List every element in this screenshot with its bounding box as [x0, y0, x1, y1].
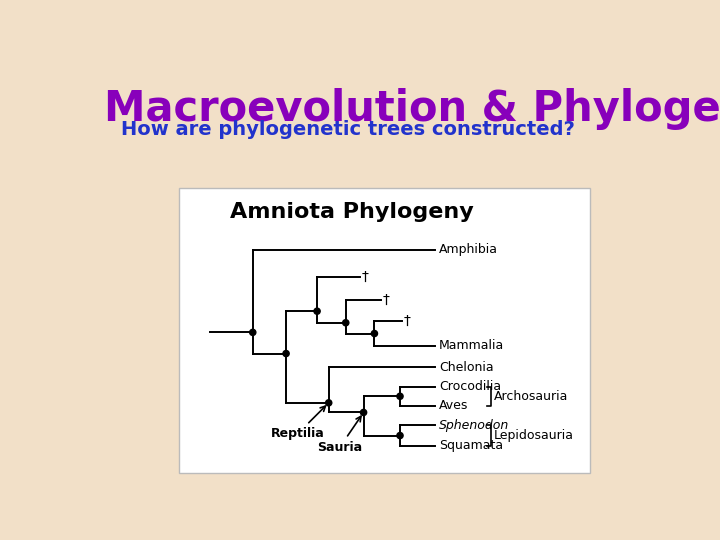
Text: †: †: [362, 269, 369, 284]
Text: Squamata: Squamata: [438, 440, 503, 453]
Text: Archosauria: Archosauria: [494, 390, 568, 403]
FancyBboxPatch shape: [179, 188, 590, 473]
Text: Amniota Phylogeny: Amniota Phylogeny: [230, 202, 474, 222]
Circle shape: [325, 400, 332, 406]
Text: Sauria: Sauria: [317, 416, 362, 454]
Text: Aves: Aves: [438, 400, 468, 413]
Circle shape: [343, 320, 349, 326]
Circle shape: [397, 393, 403, 400]
Circle shape: [250, 329, 256, 335]
Text: Crocodilia: Crocodilia: [438, 380, 501, 393]
Text: Mammalia: Mammalia: [438, 339, 504, 353]
Text: Lepidosauria: Lepidosauria: [494, 429, 574, 442]
Circle shape: [372, 330, 377, 336]
Text: Reptilia: Reptilia: [271, 406, 325, 441]
Text: †: †: [404, 314, 410, 328]
Text: Macroevolution & Phylogeny: Macroevolution & Phylogeny: [104, 88, 720, 130]
Text: How are phylogenetic trees constructed?: How are phylogenetic trees constructed?: [121, 120, 575, 139]
Text: Amphibia: Amphibia: [438, 243, 498, 256]
Text: †: †: [383, 293, 390, 307]
Circle shape: [361, 409, 366, 416]
Text: Sphenodon: Sphenodon: [438, 418, 509, 431]
Text: Chelonia: Chelonia: [438, 361, 493, 374]
Circle shape: [397, 433, 403, 438]
Circle shape: [314, 308, 320, 314]
Circle shape: [283, 350, 289, 356]
